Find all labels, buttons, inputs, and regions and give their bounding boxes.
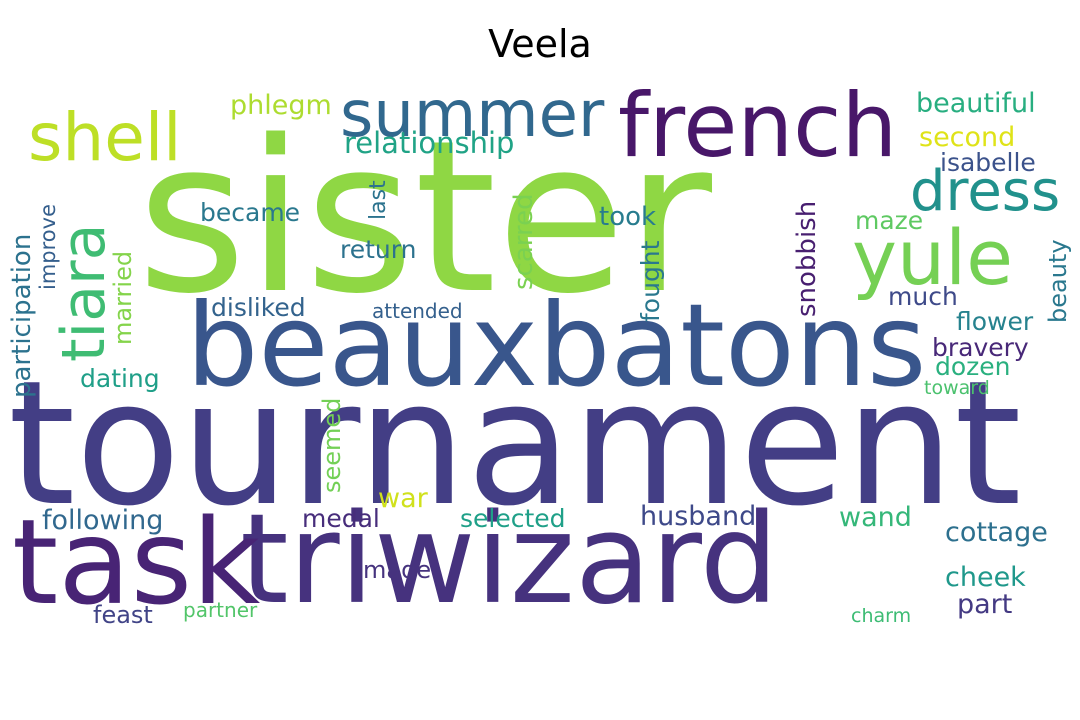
word-maze: maze <box>855 206 923 235</box>
word-wand: wand <box>839 502 912 533</box>
word-relationship: relationship <box>344 126 514 160</box>
word-last: last <box>366 180 391 220</box>
word-beauxbatons: beauxbatons <box>186 279 926 412</box>
word-selected: selected <box>460 504 566 533</box>
word-dress: dress <box>910 159 1060 224</box>
word-summer: summer <box>340 78 605 152</box>
word-war: war <box>378 483 429 514</box>
word-scarred: scarred <box>509 193 539 290</box>
word-attended: attended <box>372 299 463 323</box>
word-french: french <box>618 74 897 177</box>
word-married: married <box>109 251 137 345</box>
word-flower: flower <box>956 307 1034 336</box>
word-medal: medal <box>302 504 380 533</box>
word-participation: participation <box>7 234 37 398</box>
word-triwizard: triwizard <box>240 488 779 632</box>
word-tournament: tournament <box>8 343 1022 544</box>
word-toward: toward <box>924 377 990 399</box>
word-beautiful: beautiful <box>916 88 1036 119</box>
word-took: took <box>599 202 656 232</box>
word-improve: improve <box>36 204 60 290</box>
word-yule: yule <box>852 213 1013 302</box>
word-dating: dating <box>80 364 160 393</box>
word-charm: charm <box>851 605 911 627</box>
word-seemed: seemed <box>318 398 346 493</box>
word-disliked: disliked <box>211 293 306 322</box>
word-made: made <box>363 556 431 584</box>
word-isabelle: isabelle <box>940 148 1036 177</box>
word-cottage: cottage <box>945 517 1048 548</box>
word-tiara: tiara <box>49 224 119 362</box>
word-cheek: cheek <box>945 562 1026 593</box>
word-dozen: dozen <box>935 352 1011 381</box>
word-phlegm: phlegm <box>230 90 332 121</box>
word-bravery: bravery <box>932 333 1029 362</box>
word-following: following <box>42 505 163 536</box>
word-became: became <box>200 198 300 227</box>
word-sister: sister <box>137 95 713 340</box>
word-task: task <box>12 493 260 631</box>
word-husband: husband <box>640 501 756 532</box>
word-much: much <box>888 282 958 311</box>
word-part: part <box>957 589 1012 620</box>
word-feast: feast <box>93 601 153 629</box>
word-shell: shell <box>28 99 182 176</box>
word-second: second <box>919 122 1015 153</box>
page-title: Veela <box>488 22 592 66</box>
word-partner: partner <box>183 598 258 622</box>
word-fought: fought <box>636 240 665 322</box>
word-return: return <box>340 235 416 264</box>
word-beauty: beauty <box>1044 239 1072 323</box>
word-snobbish: snobbish <box>792 201 822 317</box>
